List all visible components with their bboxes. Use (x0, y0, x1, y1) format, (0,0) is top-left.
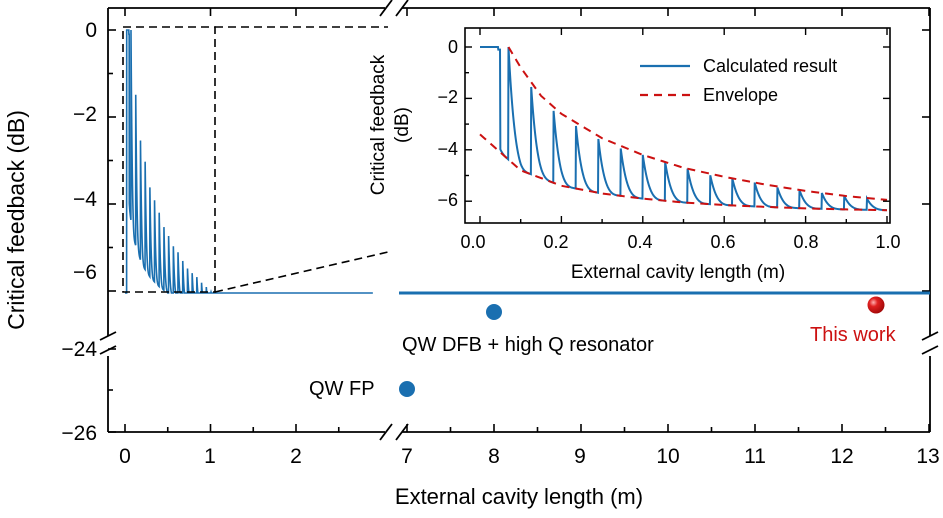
y-tick-label-m6: −6 (73, 261, 97, 284)
label-qw-dfb: QW DFB + high Q resonator (402, 334, 654, 356)
inset-y-tick-m2: −2 (437, 87, 458, 107)
inset-legend: Calculated result Envelope (640, 56, 837, 105)
break-bottom-2 (395, 423, 409, 441)
point-this-work (867, 296, 885, 314)
y-tick-label-m26: −26 (61, 422, 97, 445)
x-tick-label-11: 11 (744, 445, 766, 468)
zoom-rectangle (122, 26, 216, 293)
inset-x-tick-1.0: 1.0 (875, 232, 900, 252)
inset-chart: 0.0 0.2 0.4 0.6 0.8 1.0 0 −2 −4 −6 Criti… (368, 27, 901, 283)
y-tick-label-m2: −2 (73, 103, 97, 126)
inset-x-tick-labels: 0.0 0.2 0.4 0.6 0.8 1.0 (460, 232, 900, 252)
y-tick-label-m4: −4 (73, 188, 97, 211)
break-left-1 (99, 331, 117, 341)
x-tick-label-1: 1 (204, 445, 216, 468)
x-tick-label-2: 2 (290, 445, 302, 468)
x-tick-label-9: 9 (574, 445, 586, 468)
x-tick-label-10: 10 (656, 445, 679, 468)
zoom-line-bottom (214, 251, 389, 293)
inset-x-tick-0.6: 0.6 (710, 232, 735, 252)
x-tick-label-0: 0 (119, 445, 131, 468)
axis-break-marks (99, 0, 939, 441)
point-qw-fp (399, 381, 415, 397)
main-x-axis-label: External cavity length (m) (395, 484, 643, 509)
x-tick-label-7: 7 (401, 445, 413, 468)
break-top-2 (395, 0, 409, 17)
inset-y-tick-m6: −6 (437, 190, 458, 210)
label-this-work: This work (810, 324, 897, 346)
x-tick-label-12: 12 (830, 445, 853, 468)
legend-label-calculated: Calculated result (703, 56, 837, 76)
y-tick-label-m24: −24 (61, 338, 97, 361)
point-qw-dfb (486, 304, 502, 320)
inset-x-tick-0.8: 0.8 (793, 232, 818, 252)
main-ticks (108, 8, 930, 433)
inset-y-axis-label-line2: (dB) (392, 107, 413, 143)
main-tick-labels: 0 1 2 7 8 9 10 11 12 13 (119, 445, 940, 468)
x-tick-label-13: 13 (916, 445, 939, 468)
inset-y-tick-0: 0 (448, 37, 458, 57)
inset-x-axis-label: External cavity length (m) (571, 262, 785, 283)
legend-label-envelope: Envelope (703, 85, 778, 105)
break-top-1 (379, 0, 393, 17)
inset-x-tick-0.2: 0.2 (543, 232, 568, 252)
break-bottom-1 (379, 423, 393, 441)
y-tick-label-0: 0 (85, 19, 97, 42)
break-right-1 (921, 331, 939, 341)
inset-y-tick-m4: −4 (437, 139, 458, 159)
inset-ticks (465, 28, 890, 223)
break-left-2 (99, 345, 117, 355)
series-envelope-lower (479, 133, 888, 212)
inset-y-tick-labels: 0 −2 −4 −6 (437, 37, 458, 210)
zoom-box (122, 26, 389, 293)
inset-frame (464, 27, 891, 224)
main-y-tick-labels: 0 −2 −4 −6 −24 −26 (61, 19, 97, 445)
break-right-2 (921, 345, 939, 355)
main-y-axis-label: Critical feedback (dB) (3, 110, 29, 330)
label-qw-fp: QW FP (309, 378, 375, 400)
inset-x-tick-0: 0.0 (460, 232, 485, 252)
inset-x-tick-0.4: 0.4 (627, 232, 652, 252)
x-tick-label-8: 8 (488, 445, 500, 468)
inset-y-axis-label-line1: Critical feedback (368, 54, 389, 195)
series-calculated-main (125, 29, 373, 294)
